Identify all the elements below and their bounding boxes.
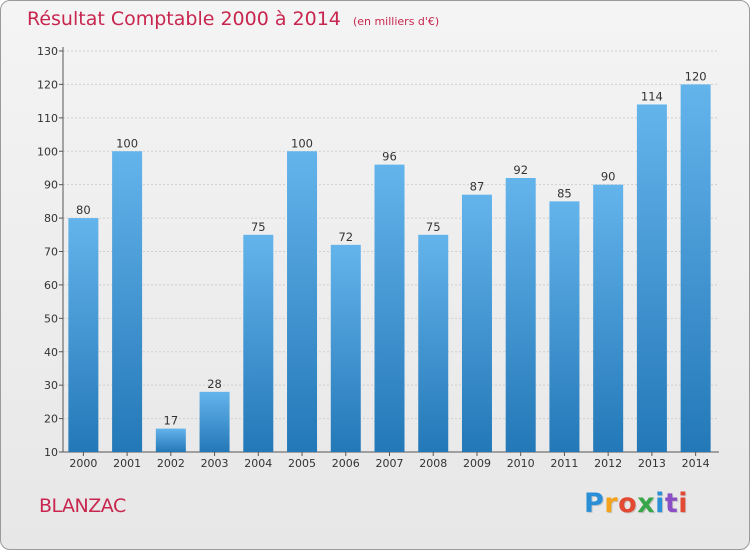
bar — [199, 391, 230, 452]
logo-letter: r — [604, 488, 619, 519]
logo-letter: x — [637, 488, 656, 519]
y-tick-label: 40 — [44, 346, 58, 359]
bar — [636, 104, 667, 452]
y-tick-label: 70 — [44, 246, 58, 259]
bar — [68, 218, 99, 452]
y-tick-label: 100 — [37, 145, 58, 158]
x-tick-label: 2005 — [288, 457, 316, 470]
commune-name: BLANZAC — [39, 495, 126, 517]
bar — [374, 164, 405, 452]
data-label: 17 — [164, 414, 179, 428]
x-tick-label: 2001 — [113, 457, 141, 470]
data-label: 75 — [251, 220, 266, 234]
bar — [593, 184, 624, 452]
x-tick-label: 2011 — [550, 457, 578, 470]
x-tick-label: 2008 — [419, 457, 447, 470]
x-tick-label: 2009 — [463, 457, 491, 470]
chart-subtitle: (en milliers d'€) — [352, 15, 440, 28]
data-label: 100 — [116, 136, 138, 150]
y-tick-label: 20 — [44, 413, 58, 426]
y-tick-label: 30 — [44, 379, 58, 392]
data-label: 87 — [470, 180, 485, 194]
data-label: 85 — [557, 186, 572, 200]
x-tick-label: 2002 — [157, 457, 185, 470]
x-tick-label: 2012 — [594, 457, 622, 470]
x-tick-label: 2004 — [244, 457, 272, 470]
bar — [112, 151, 143, 452]
logo-letter: o — [618, 488, 638, 519]
x-tick-label: 2003 — [201, 457, 229, 470]
data-label: 92 — [513, 163, 528, 177]
logo-letter: i — [678, 488, 689, 519]
y-tick-label: 90 — [44, 179, 58, 192]
chart-title: Résultat Comptable 2000 à 2014 (en milli… — [27, 8, 439, 30]
data-label: 114 — [641, 89, 663, 103]
y-tick-label: 130 — [37, 45, 58, 58]
y-tick-label: 50 — [44, 312, 58, 325]
bar — [461, 194, 492, 453]
x-tick-label: 2013 — [638, 457, 666, 470]
bar — [418, 234, 449, 452]
data-label: 72 — [338, 230, 353, 244]
x-tick-label: 2010 — [507, 457, 535, 470]
y-tick-label: 10 — [44, 446, 58, 459]
data-label: 90 — [601, 170, 616, 184]
chart-title-text: Résultat Comptable 2000 à 2014 — [27, 8, 341, 30]
x-tick-label: 2000 — [69, 457, 97, 470]
logo-letter: P — [584, 488, 605, 519]
proxiti-logo: Proxiti — [584, 488, 688, 519]
bar — [243, 234, 274, 452]
bar — [680, 84, 711, 453]
logo-letter: i — [655, 488, 665, 519]
x-tick-label: 2014 — [682, 457, 710, 470]
x-tick-label: 2007 — [376, 457, 404, 470]
y-tick-label: 80 — [44, 212, 58, 225]
bar — [549, 201, 580, 452]
bar — [505, 177, 536, 452]
bar — [155, 428, 186, 452]
bar — [330, 244, 361, 452]
x-tick-label: 2006 — [332, 457, 360, 470]
data-label: 80 — [76, 203, 91, 217]
y-tick-label: 120 — [37, 78, 58, 91]
logo-letter: t — [664, 488, 679, 519]
data-label: 75 — [426, 220, 441, 234]
data-label: 96 — [382, 150, 397, 164]
data-label: 100 — [291, 136, 313, 150]
y-tick-label: 60 — [44, 279, 58, 292]
bar — [287, 151, 318, 452]
data-label: 120 — [685, 69, 707, 83]
y-tick-label: 110 — [37, 112, 58, 125]
data-label: 28 — [207, 377, 222, 391]
